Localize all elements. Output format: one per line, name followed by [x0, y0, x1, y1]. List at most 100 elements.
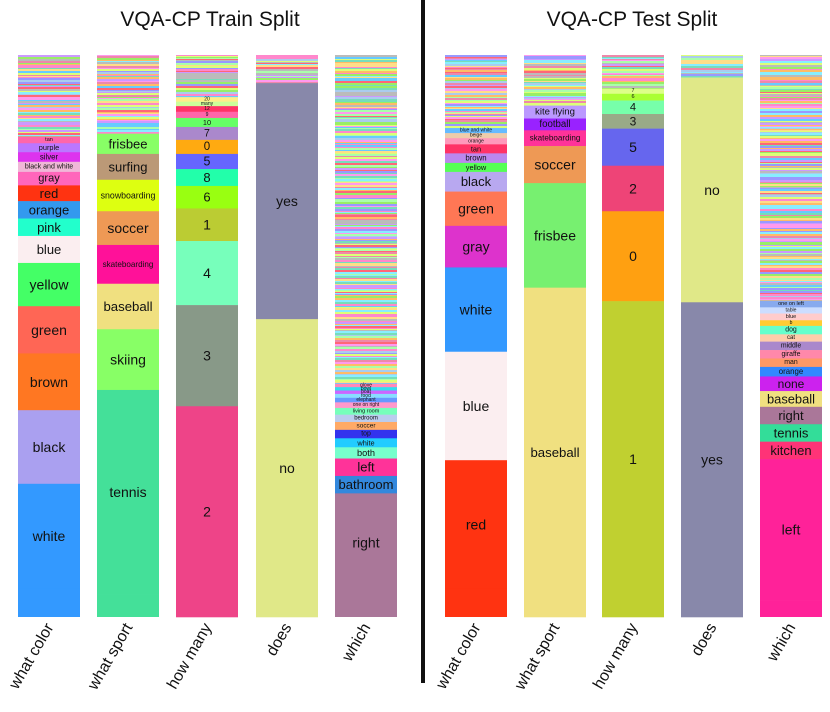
segment-tennis: tennis	[760, 424, 822, 442]
rare-answer-stripe	[335, 222, 397, 225]
rare-answer-stripe	[760, 198, 822, 200]
segment-baseball: baseball	[97, 283, 159, 330]
rare-answer-stripe	[176, 71, 238, 73]
rare-answer-stripe	[760, 242, 822, 244]
rare-answer-stripe	[335, 217, 397, 220]
rare-answer-stripe	[97, 110, 159, 113]
segment-tan: tan	[18, 136, 80, 144]
segment-label: gray	[462, 239, 489, 255]
segment-label: skiing	[110, 352, 146, 368]
rare-answer-stripe	[18, 77, 80, 79]
rare-answer-stripe	[524, 57, 586, 60]
segment-surfing: surfing	[97, 153, 159, 181]
rare-answer-stripe	[602, 57, 664, 59]
segment-rect	[176, 117, 238, 128]
rare-answer-stripe	[335, 191, 397, 194]
segment-label: baseball	[767, 391, 815, 406]
rare-answer-stripe	[760, 180, 822, 183]
segment-rect	[602, 114, 664, 129]
segment-label: right	[778, 408, 804, 423]
rare-answer-stripe	[97, 62, 159, 65]
rare-answer-stripe	[335, 247, 397, 249]
rare-answer-stripe	[176, 82, 238, 85]
rare-answer-stripe	[760, 132, 822, 134]
rare-answer-stripe	[760, 239, 822, 242]
segment-rect	[524, 105, 586, 119]
segment-rect	[445, 133, 507, 139]
rare-answer-stripe	[681, 56, 743, 59]
rare-answer-stripe	[445, 119, 507, 121]
rare-answer-stripe	[97, 61, 159, 63]
rare-answer-stripe	[760, 220, 822, 222]
rare-answer-stripe	[760, 160, 822, 163]
rare-answer-stripe	[18, 59, 80, 62]
rare-answer-stripe	[18, 112, 80, 114]
segment-rect	[335, 397, 397, 403]
rare-answer-stripe	[335, 118, 397, 120]
segment-skateboarding: skateboarding	[97, 244, 159, 285]
rare-answer-stripe	[335, 318, 397, 320]
rare-answer-stripe	[335, 351, 397, 354]
segment-white: white	[335, 438, 397, 448]
rare-answer-stripe	[97, 66, 159, 69]
rare-answer-stripe	[760, 130, 822, 132]
segment-rect	[97, 389, 159, 595]
rare-answer-stripe	[445, 103, 507, 105]
segment-rect	[18, 235, 80, 264]
rare-answer-stripe	[18, 122, 80, 124]
rare-answer-stripe	[445, 81, 507, 84]
rare-answer-stripe	[524, 66, 586, 69]
rare-answer-stripe	[760, 123, 822, 126]
rare-answer-stripe	[760, 296, 822, 298]
rare-answer-stripe	[335, 288, 397, 290]
rare-answer-stripe	[335, 143, 397, 145]
segment-label: bowl	[361, 386, 371, 392]
rare-answer-stripe	[760, 179, 822, 181]
segment-label: 0	[204, 141, 210, 153]
rare-answer-stripe	[335, 145, 397, 148]
segment-soccer: soccer	[524, 146, 586, 184]
rare-answer-stripe	[176, 75, 238, 78]
segment-rect	[760, 334, 822, 342]
rare-answer-stripe	[524, 56, 586, 58]
rare-answer-stripe	[524, 64, 586, 67]
segment-no: no	[681, 77, 743, 303]
rare-answer-stripe	[18, 132, 80, 134]
rare-answer-stripe	[760, 177, 822, 180]
segment-label: blue	[37, 242, 62, 257]
rare-answer-stripe	[602, 67, 664, 70]
test-panel-title: VQA-CP Test Split	[547, 8, 718, 31]
rare-answer-stripe	[760, 96, 822, 98]
segment-rect	[335, 402, 397, 409]
rare-answer-stripe	[256, 76, 318, 78]
segment-4: 4	[176, 241, 238, 306]
rare-answer-stripe	[524, 71, 586, 74]
rare-answer-stripe	[176, 90, 238, 93]
segment-rect	[18, 588, 80, 617]
rare-answer-stripe	[335, 302, 397, 305]
rare-answer-stripe	[760, 199, 822, 202]
rare-answer-stripe	[18, 103, 80, 105]
segment-label: right	[352, 535, 379, 551]
segment-label: 4	[630, 101, 636, 113]
segment-rect	[445, 588, 507, 617]
segment-rect	[18, 353, 80, 411]
rare-answer-stripe	[760, 218, 822, 221]
rare-answer-stripe	[18, 116, 80, 119]
segment-rect	[256, 319, 318, 618]
rare-answer-stripe	[97, 98, 159, 100]
rare-answer-stripe	[335, 167, 397, 169]
segment-soccer: soccer	[97, 211, 159, 246]
segment-blue: blue	[760, 313, 822, 321]
rare-answer-stripe	[760, 151, 822, 153]
segment-rect	[18, 143, 80, 153]
rare-answer-stripe	[97, 82, 159, 85]
rare-answer-stripe	[335, 357, 397, 359]
rare-answer-stripe	[602, 58, 664, 60]
rare-answer-stripe	[335, 131, 397, 134]
rare-answer-stripe	[524, 60, 586, 62]
segment-label: food	[361, 393, 371, 399]
rare-answer-stripe	[335, 267, 397, 269]
rare-answer-stripe	[760, 136, 822, 139]
segment-rect	[760, 320, 822, 327]
